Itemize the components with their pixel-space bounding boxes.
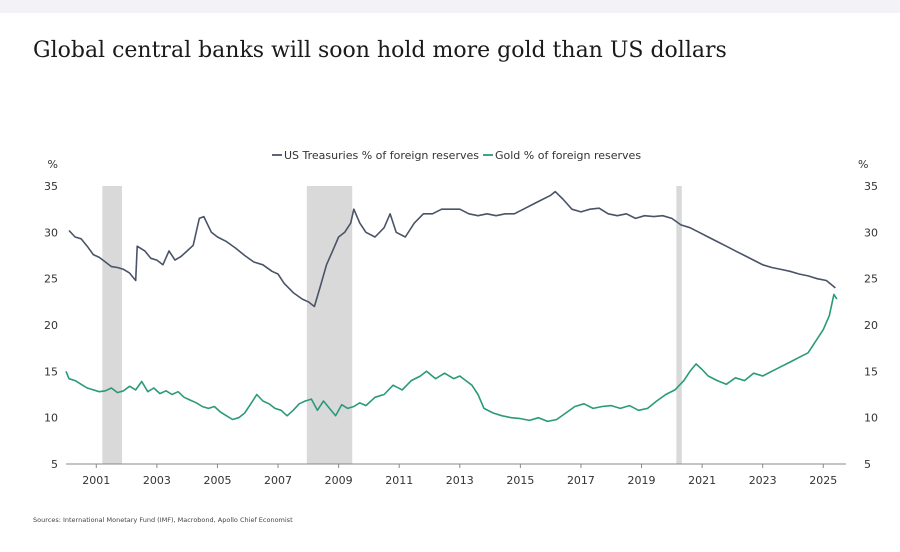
x-tick-label: 2017 [567,474,595,487]
y-tick-label-right: 15 [864,365,878,378]
x-tick-label: 2023 [749,474,777,487]
recession-shading-layer [102,186,682,464]
series-layer [65,190,838,423]
x-tick-label: 2003 [143,474,171,487]
x-tick-label: 2011 [385,474,413,487]
y-tick-label-left: 30 [44,226,58,239]
x-tick-label: 2019 [628,474,656,487]
x-tick-label: 2025 [809,474,837,487]
y-tick-label-left: 25 [44,273,58,286]
legend-label-treasuries-line: US Treasuries % of foreign reserves [284,149,479,162]
y-tick-label-right: 20 [864,319,878,332]
x-tick-label: 2013 [446,474,474,487]
y-tick-label-left: 10 [44,412,58,425]
y-axis-label-right: % [858,158,868,171]
x-tick-label: 2009 [325,474,353,487]
source-note: Sources: International Monetary Fund (IM… [33,516,293,524]
chart-title: Global central banks will soon hold more… [33,38,727,63]
y-tick-label-left: 35 [44,180,58,193]
y-tick-label-left: 15 [44,365,58,378]
x-tick-label: 2001 [82,474,110,487]
y-axis-label-left: % [48,158,58,171]
x-tick-label: 2007 [264,474,292,487]
gold-line [65,293,838,423]
top-strip [0,0,900,13]
x-tick-label: 2015 [506,474,534,487]
y-tick-label-left: 5 [51,458,58,471]
recession-band-1 [102,186,123,464]
x-tick-label: 2005 [203,474,231,487]
y-tick-label-right: 25 [864,273,878,286]
y-tick-label-right: 30 [864,226,878,239]
recession-band-3 [676,186,682,464]
y-tick-label-right: 35 [864,180,878,193]
axis-ticks-layer: 2001 2003 2005 2007 2009 2011 2013 2015 2017 2019… [44,180,878,487]
legend: US Treasuries % of foreign reserves Gold … [272,149,641,162]
treasuries-line [68,190,836,308]
y-tick-label-left: 20 [44,319,58,332]
legend-label-gold-line: Gold % of foreign reserves [495,149,641,162]
y-tick-label-right: 10 [864,412,878,425]
recession-band-2 [306,186,353,464]
x-tick-label: 2021 [688,474,716,487]
y-tick-label-right: 5 [864,458,871,471]
